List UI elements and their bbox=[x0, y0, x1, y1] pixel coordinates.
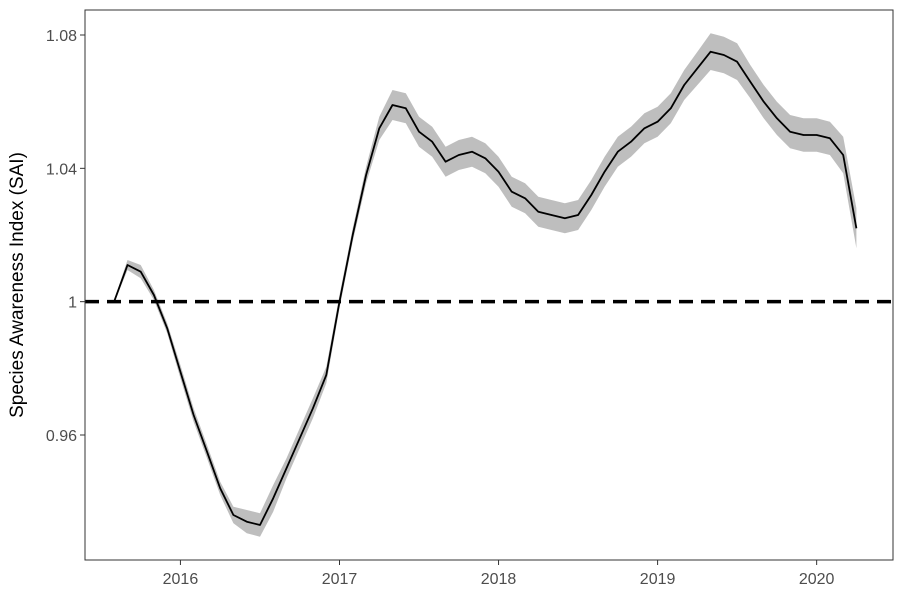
x-tick-label: 2019 bbox=[640, 571, 676, 588]
x-tick-label: 2018 bbox=[481, 571, 517, 588]
y-tick-label: 1.08 bbox=[46, 28, 77, 45]
plot-background bbox=[85, 10, 893, 560]
x-axis: 2016 2017 2018 2019 2020 bbox=[163, 560, 835, 588]
y-tick-label: 0.96 bbox=[46, 428, 77, 445]
x-tick-label: 2017 bbox=[322, 571, 358, 588]
y-tick-label: 1 bbox=[68, 295, 77, 312]
x-tick-label: 2016 bbox=[163, 571, 199, 588]
sai-line bbox=[113, 50, 858, 526]
x-tick-label: 2020 bbox=[799, 571, 835, 588]
y-tick-label: 1.04 bbox=[46, 161, 77, 178]
y-axis: 0.96 1 1.04 1.08 bbox=[46, 28, 85, 445]
y-axis-title: Species Awareness Index (SAI) bbox=[7, 152, 28, 418]
plot-border bbox=[84, 9, 894, 561]
